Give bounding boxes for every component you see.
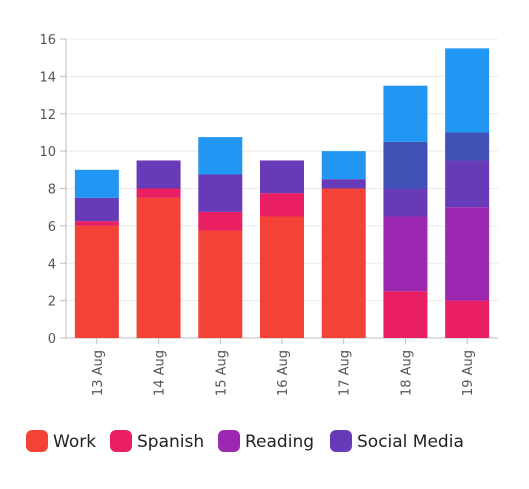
legend-label: Work [53,432,96,452]
y-tick-label: 14 [39,70,56,85]
bar-segment-social-media [198,174,243,212]
y-tick-label: 12 [39,108,56,123]
x-tick-label: 17 Aug [338,350,353,396]
y-tick-label: 0 [48,332,56,347]
legend-label: Social Media [357,432,464,452]
bar-segment-work [321,188,366,338]
bar-segment-work [74,225,119,338]
bar-segment-spanish [74,221,119,226]
legend-label: Spanish [137,432,204,452]
y-tick-label: 8 [48,183,56,198]
y-tick-label: 4 [48,257,56,272]
bar-segment-spanish [136,188,181,198]
x-tick-label: 14 Aug [153,350,168,396]
bar-segment-unlabeled [198,137,243,175]
legend-swatch [26,430,48,452]
bar-segment-reading [383,216,428,292]
legend-swatch [110,430,132,452]
bar-segment-social-media [383,188,428,217]
bar-segment-spanish [260,193,304,217]
x-tick-label: 19 Aug [461,350,476,396]
y-tick-label: 6 [48,220,56,235]
bar-segment-social-media [136,160,181,189]
bar-segment-unlabeled [74,169,119,198]
bar-segment-work [198,230,243,338]
legend-swatch [218,430,240,452]
bar-segment-work [136,197,181,338]
bar-segment-social-media [445,160,490,208]
bar-segment-unlabeled [383,85,428,142]
x-tick-label: 13 Aug [91,350,106,396]
bar-segment-work [260,216,304,338]
x-tick-label: 16 Aug [276,350,291,396]
y-tick-label: 2 [48,295,56,310]
y-tick-label: 16 [39,33,56,48]
bar-segment-social-media [260,160,304,194]
x-tick-label: 18 Aug [399,350,414,396]
bar-segment-unlabeled [321,151,366,180]
bar-segment-spanish [383,291,428,338]
bar-segment-social-media [321,179,366,189]
bar-segment-social-media [74,197,119,222]
y-tick-label: 10 [39,145,56,160]
legend-swatch [330,430,352,452]
legend-label: Reading [245,432,314,452]
x-tick-label: 15 Aug [214,350,229,396]
bar-segment-unlabeled [445,132,490,161]
bar-segment-spanish [198,211,243,231]
bar-segment-spanish [445,300,490,338]
bar-segment-unlabeled [445,48,490,133]
bar-segment-unlabeled [383,141,428,189]
bar-segment-reading [445,207,490,301]
